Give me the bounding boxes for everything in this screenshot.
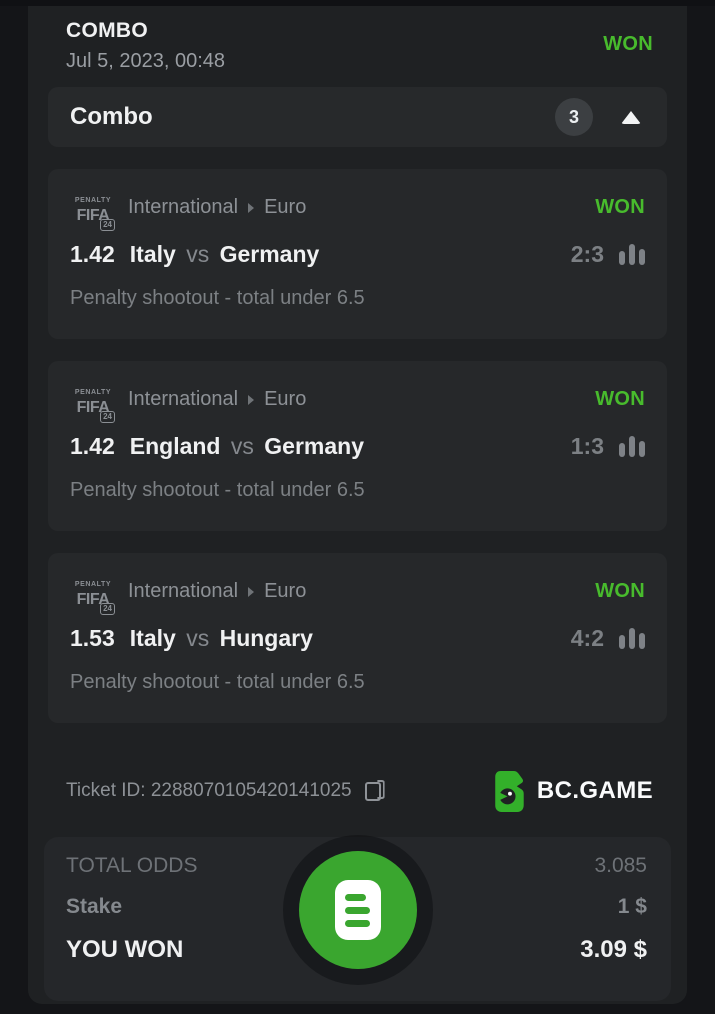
breadcrumb: International Euro bbox=[128, 580, 595, 603]
brand-name: BC.GAME bbox=[536, 777, 653, 804]
fifa-icon-top-text: PENALTY bbox=[74, 389, 112, 396]
fifa-icon-top-text: PENALTY bbox=[74, 581, 112, 588]
home-team: England bbox=[129, 433, 221, 459]
copy-icon[interactable] bbox=[364, 780, 386, 802]
bet-slip-panel: COMBO Jul 5, 2023, 00:48 WON Combo 3 PEN… bbox=[28, 6, 687, 1004]
bet-card-top: PENALTY FIFA 24 International Euro WON bbox=[70, 573, 645, 615]
chevron-right-icon bbox=[248, 587, 255, 597]
fifa-icon-badge: 24 bbox=[100, 411, 115, 423]
away-team: Germany bbox=[264, 433, 364, 459]
total-odds-label: TOTAL ODDS bbox=[66, 854, 198, 877]
slip-status-badge: WON bbox=[603, 33, 653, 55]
bet-card: PENALTY FIFA 24 International Euro WON 1… bbox=[48, 361, 667, 531]
collapse-button[interactable] bbox=[621, 110, 641, 124]
odds-value: 1.42 bbox=[70, 241, 115, 267]
match-teams: England vs Germany bbox=[130, 433, 571, 460]
betslip-share-button[interactable] bbox=[298, 851, 417, 969]
category-label: International bbox=[128, 579, 239, 602]
you-won-value: 3.09 $ bbox=[580, 936, 647, 963]
bet-card: PENALTY FIFA 24 International Euro WON 1… bbox=[48, 169, 667, 339]
match-teams: Italy vs Hungary bbox=[130, 625, 571, 652]
brand-logo: BC.GAME bbox=[489, 770, 653, 813]
top-divider bbox=[0, 0, 715, 6]
category-label: International bbox=[128, 195, 239, 218]
subcategory-label: Euro bbox=[264, 195, 307, 218]
bet-status-badge: WON bbox=[595, 579, 645, 602]
odds-value: 1.53 bbox=[70, 625, 115, 651]
betslip-icon bbox=[334, 880, 381, 940]
breadcrumb: International Euro bbox=[128, 196, 595, 219]
home-team: Italy bbox=[129, 241, 176, 267]
bet-card-middle: 1.53 Italy vs Hungary 4:2 bbox=[70, 625, 645, 652]
you-won-row: YOU WON 3.09 $ bbox=[66, 936, 647, 964]
stake-value: 1 $ bbox=[617, 895, 647, 918]
vs-label: vs bbox=[186, 625, 210, 651]
chevron-up-icon bbox=[621, 110, 641, 124]
fifa-penalty-icon: PENALTY FIFA 24 bbox=[70, 573, 116, 615]
match-score: 4:2 bbox=[570, 625, 604, 651]
bet-type-label: COMBO bbox=[66, 19, 148, 42]
ticket-id-text: Ticket ID: 2288070105420141025 bbox=[66, 780, 352, 802]
bet-status-badge: WON bbox=[595, 387, 645, 410]
market-label: Penalty shootout - total under 6.5 bbox=[70, 479, 365, 501]
subcategory-label: Euro bbox=[264, 387, 307, 410]
bcgame-mark-icon bbox=[495, 770, 524, 812]
market-label: Penalty shootout - total under 6.5 bbox=[70, 671, 365, 693]
ticket-id-label: Ticket ID: bbox=[66, 780, 146, 801]
ticket-row: Ticket ID: 2288070105420141025 BC.GAME bbox=[66, 769, 653, 813]
market-label: Penalty shootout - total under 6.5 bbox=[70, 287, 365, 309]
home-team: Italy bbox=[129, 625, 176, 651]
combo-accordion-row[interactable]: Combo 3 bbox=[48, 87, 667, 147]
bet-card-middle: 1.42 England vs Germany 1:3 bbox=[70, 433, 645, 460]
match-teams: Italy vs Germany bbox=[130, 241, 571, 268]
subcategory-label: Euro bbox=[264, 579, 307, 602]
stats-bars-icon[interactable] bbox=[619, 626, 645, 651]
breadcrumb: International Euro bbox=[128, 388, 595, 411]
slip-header: COMBO Jul 5, 2023, 00:48 WON bbox=[28, 6, 687, 73]
bet-datetime: Jul 5, 2023, 00:48 bbox=[66, 50, 226, 72]
match-score: 2:3 bbox=[570, 241, 604, 267]
total-odds-value: 3.085 bbox=[594, 854, 647, 877]
slip-header-left: COMBO Jul 5, 2023, 00:48 bbox=[66, 19, 225, 73]
bet-card-top: PENALTY FIFA 24 International Euro WON bbox=[70, 381, 645, 423]
total-odds-row: TOTAL ODDS 3.085 bbox=[66, 854, 647, 878]
away-team: Hungary bbox=[219, 625, 313, 651]
bet-status-badge: WON bbox=[595, 195, 645, 218]
chevron-right-icon bbox=[248, 395, 255, 405]
fifa-icon-badge: 24 bbox=[100, 219, 115, 231]
odds-value: 1.42 bbox=[70, 433, 115, 459]
stake-label: Stake bbox=[66, 895, 123, 918]
match-score: 1:3 bbox=[570, 433, 604, 459]
bet-card: PENALTY FIFA 24 International Euro WON 1… bbox=[48, 553, 667, 723]
fifa-penalty-icon: PENALTY FIFA 24 bbox=[70, 381, 116, 423]
stake-row: Stake 1 $ bbox=[66, 895, 647, 919]
fifa-penalty-icon: PENALTY FIFA 24 bbox=[70, 189, 116, 231]
vs-label: vs bbox=[230, 433, 254, 459]
vs-label: vs bbox=[186, 241, 210, 267]
ticket-id-value: 2288070105420141025 bbox=[150, 780, 352, 801]
category-label: International bbox=[128, 387, 239, 410]
stats-bars-icon[interactable] bbox=[619, 242, 645, 267]
you-won-label: YOU WON bbox=[66, 936, 184, 963]
selections-count-badge: 3 bbox=[555, 98, 593, 136]
fifa-icon-badge: 24 bbox=[100, 603, 115, 615]
away-team: Germany bbox=[219, 241, 320, 267]
bet-card-middle: 1.42 Italy vs Germany 2:3 bbox=[70, 241, 645, 268]
bet-card-top: PENALTY FIFA 24 International Euro WON bbox=[70, 189, 645, 231]
summary-card: TOTAL ODDS 3.085 Stake 1 $ YOU WON 3.09 … bbox=[44, 837, 671, 1001]
combo-title: Combo bbox=[70, 103, 153, 130]
chevron-right-icon bbox=[248, 203, 255, 213]
stats-bars-icon[interactable] bbox=[619, 434, 645, 459]
fifa-icon-top-text: PENALTY bbox=[74, 197, 112, 204]
